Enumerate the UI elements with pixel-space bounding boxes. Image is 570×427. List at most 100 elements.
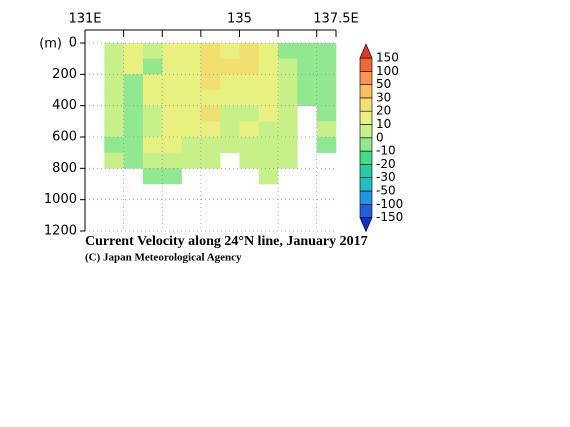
cell: [278, 90, 298, 106]
colorbar-arrow: [359, 217, 373, 233]
cell: [258, 152, 279, 169]
cell: [142, 58, 163, 75]
cell: [278, 58, 298, 75]
cell: [297, 58, 317, 75]
y-tick-label: 600: [52, 130, 77, 145]
cell: [142, 90, 163, 106]
cell: [297, 90, 317, 106]
cell: [278, 74, 298, 91]
cell: [258, 58, 279, 75]
colorbar-box: [359, 177, 373, 192]
credit: (C) Japan Meteorological Agency: [85, 252, 242, 264]
cell: [104, 43, 124, 59]
colorbar-label: 20: [376, 104, 391, 118]
x-tick-label: 137.5E: [313, 12, 358, 27]
colorbar-label: -20: [376, 157, 396, 171]
cell: [316, 43, 337, 59]
y-tick-label: 0: [69, 36, 77, 51]
y-tick-label: 1000: [44, 192, 77, 207]
cell: [220, 90, 240, 106]
cell: [297, 43, 317, 59]
cell: [162, 137, 182, 153]
colorbar-box: [359, 164, 373, 178]
cell: [142, 152, 163, 169]
cell: [181, 58, 202, 75]
colorbar-box: [359, 84, 373, 99]
cell: [220, 58, 240, 75]
y-tick-label: 800: [52, 161, 77, 176]
colorbar-box: [359, 137, 373, 152]
cell: [181, 137, 202, 153]
cell: [123, 43, 144, 59]
y-axis-label: (m): [39, 37, 62, 52]
cell: [258, 105, 279, 122]
cell: [200, 105, 221, 122]
cell: [200, 137, 221, 153]
colorbar-label: -150: [376, 210, 403, 224]
cell: [142, 121, 163, 138]
cell: [162, 168, 182, 185]
cell: [200, 90, 221, 106]
cell: [239, 105, 260, 122]
colorbar-box: [359, 71, 373, 85]
cell: [200, 74, 221, 91]
colorbar-label: 50: [376, 77, 391, 91]
colorbar-box: [359, 57, 373, 72]
colorbar-label: -50: [376, 184, 396, 198]
cell: [181, 90, 202, 106]
cell: [220, 105, 240, 122]
cell: [239, 43, 260, 59]
cell: [258, 43, 279, 59]
cell: [200, 121, 221, 138]
cell: [123, 105, 144, 122]
chart-title: Current Velocity along 24°N line, Januar…: [85, 234, 368, 249]
cell: [278, 152, 298, 169]
cell: [220, 121, 240, 138]
cell: [104, 74, 124, 91]
cell: [162, 90, 182, 106]
cell: [297, 74, 317, 91]
cell: [142, 105, 163, 122]
cell: [104, 58, 124, 75]
cell: [123, 137, 144, 153]
cell: [123, 121, 144, 138]
cell: [123, 152, 144, 169]
colorbar-label: -30: [376, 170, 396, 184]
cell: [162, 105, 182, 122]
cell: [239, 121, 260, 138]
cell: [104, 105, 124, 122]
cell: [316, 74, 337, 91]
cell: [316, 90, 337, 106]
colorbar-arrow: [359, 43, 373, 59]
cell: [220, 43, 240, 59]
colorbar-label: 0: [376, 130, 384, 144]
cell: [123, 90, 144, 106]
cell: [239, 58, 260, 75]
cell: [104, 152, 124, 169]
colorbar-label: 100: [376, 64, 399, 78]
colorbar-box: [359, 204, 373, 218]
y-tick-label: 400: [52, 98, 77, 113]
cell: [258, 121, 279, 138]
y-tick-label: 1200: [44, 224, 77, 239]
cell: [316, 58, 337, 75]
cell: [142, 168, 163, 185]
cell: [258, 137, 279, 153]
colorbar-label: 30: [376, 90, 391, 104]
cell: [123, 58, 144, 75]
cell: [278, 121, 298, 138]
cell: [278, 137, 298, 153]
cell: [220, 137, 240, 153]
cell: [239, 90, 260, 106]
cell: [200, 43, 221, 59]
cell: [181, 43, 202, 59]
cell: [181, 105, 202, 122]
cell: [162, 58, 182, 75]
cell: [278, 105, 298, 122]
cell: [162, 121, 182, 138]
colorbar-box: [359, 110, 373, 125]
cell: [316, 121, 337, 138]
y-tick-label: 200: [52, 67, 77, 82]
cell: [142, 137, 163, 153]
